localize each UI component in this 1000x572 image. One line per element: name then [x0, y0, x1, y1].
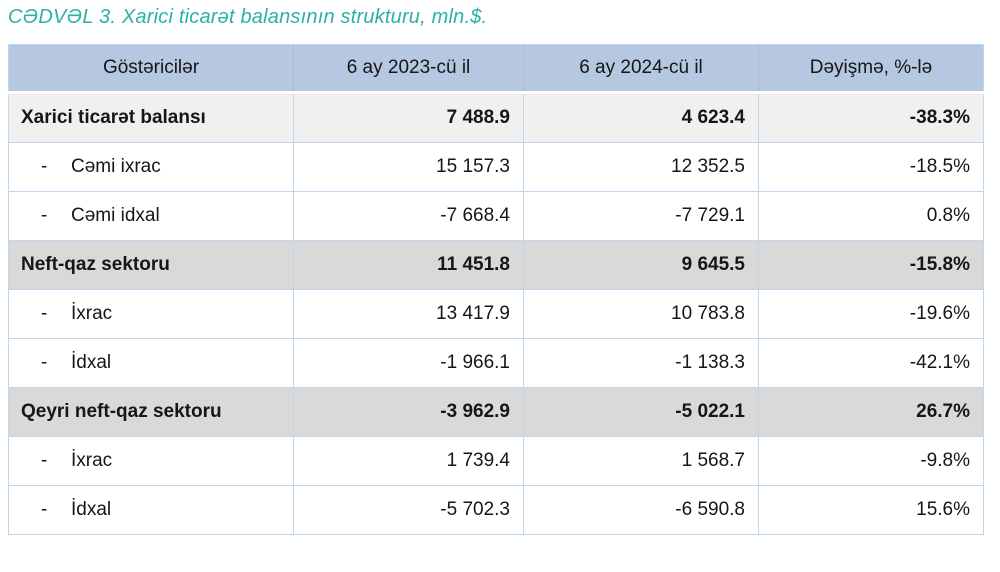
cell-change: 0.8% [758, 191, 984, 241]
cell-indicator: - İxrac [8, 436, 294, 486]
table-row: - Cəmi idxal -7 668.4 -7 729.1 0.8% [8, 191, 984, 241]
cell-2024: 4 623.4 [523, 92, 759, 143]
row-label: İxrac [71, 303, 113, 324]
indent-dash: - [41, 156, 48, 177]
row-label: İxrac [71, 450, 113, 471]
cell-change: -42.1% [758, 338, 984, 388]
row-label: Cəmi ixrac [71, 156, 161, 177]
cell-2024: 10 783.8 [523, 289, 759, 339]
row-label: İdxal [71, 499, 112, 520]
table-row: - İxrac 13 417.9 10 783.8 -19.6% [8, 289, 984, 339]
table-row: Xarici ticarət balansı 7 488.9 4 623.4 -… [8, 92, 984, 143]
cell-2023: 13 417.9 [293, 289, 524, 339]
cell-indicator: - İdxal [8, 485, 294, 535]
row-label: İdxal [71, 352, 112, 373]
indent-dash: - [41, 352, 48, 373]
cell-2023: -5 702.3 [293, 485, 524, 535]
cell-change: -15.8% [758, 240, 984, 290]
indent-dash: - [41, 303, 48, 324]
cell-change: 26.7% [758, 387, 984, 437]
cell-change: -9.8% [758, 436, 984, 486]
cell-2023: 11 451.8 [293, 240, 524, 290]
indent-dash: - [41, 450, 48, 471]
table-title: CƏDVƏL 3. Xarici ticarət balansının stru… [8, 6, 488, 28]
table-row: - Cəmi ixrac 15 157.3 12 352.5 -18.5% [8, 142, 984, 192]
cell-change: 15.6% [758, 485, 984, 535]
cell-change: -19.6% [758, 289, 984, 339]
cell-2023: 15 157.3 [293, 142, 524, 192]
cell-indicator: Qeyri neft-qaz sektoru [8, 387, 294, 437]
cell-2023: -7 668.4 [293, 191, 524, 241]
indent-dash: - [41, 205, 48, 226]
cell-indicator: - İdxal [8, 338, 294, 388]
cell-indicator: Xarici ticarət balansı [8, 92, 294, 143]
cell-indicator: Neft-qaz sektoru [8, 240, 294, 290]
cell-2023: -1 966.1 [293, 338, 524, 388]
header-indicator: Göstəricilər [8, 44, 294, 94]
indent-dash: - [41, 499, 48, 520]
cell-2023: 7 488.9 [293, 92, 524, 143]
cell-change: -18.5% [758, 142, 984, 192]
cell-indicator: - İxrac [8, 289, 294, 339]
cell-2023: -3 962.9 [293, 387, 524, 437]
cell-indicator: - Cəmi ixrac [8, 142, 294, 192]
row-label: Cəmi idxal [71, 205, 160, 226]
header-period-2023: 6 ay 2023-cü il [293, 44, 524, 94]
table-row: - İxrac 1 739.4 1 568.7 -9.8% [8, 436, 984, 486]
cell-2024: -7 729.1 [523, 191, 759, 241]
cell-2024: -1 138.3 [523, 338, 759, 388]
cell-2024: -5 022.1 [523, 387, 759, 437]
table-row: Neft-qaz sektoru 11 451.8 9 645.5 -15.8% [8, 240, 984, 290]
cell-2023: 1 739.4 [293, 436, 524, 486]
table-row: - İdxal -1 966.1 -1 138.3 -42.1% [8, 338, 984, 388]
cell-2024: 12 352.5 [523, 142, 759, 192]
cell-2024: 1 568.7 [523, 436, 759, 486]
trade-balance-table: Göstəricilər 6 ay 2023-cü il 6 ay 2024-c… [8, 44, 984, 535]
cell-change: -38.3% [758, 92, 984, 143]
header-period-2024: 6 ay 2024-cü il [523, 44, 759, 94]
table-header-row: Göstəricilər 6 ay 2023-cü il 6 ay 2024-c… [8, 44, 984, 94]
table-row: - İdxal -5 702.3 -6 590.8 15.6% [8, 485, 984, 535]
header-change: Dəyişmə, %-lə [758, 44, 984, 94]
cell-2024: 9 645.5 [523, 240, 759, 290]
table-row: Qeyri neft-qaz sektoru -3 962.9 -5 022.1… [8, 387, 984, 437]
cell-2024: -6 590.8 [523, 485, 759, 535]
cell-indicator: - Cəmi idxal [8, 191, 294, 241]
